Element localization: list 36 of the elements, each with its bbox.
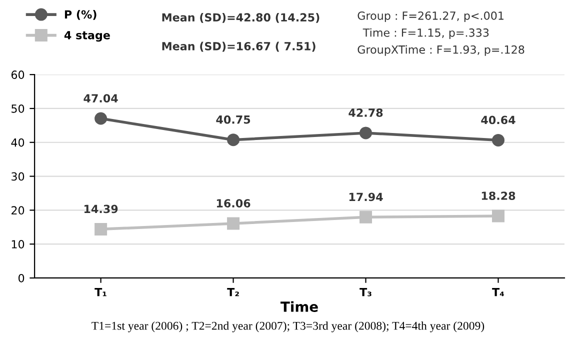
x-tick-label: T₃ <box>360 288 372 296</box>
point <box>360 126 372 140</box>
text: GroupXTime : F=1.93, p=.128 <box>358 45 524 56</box>
x-tick-label: T₄ <box>492 288 504 296</box>
point <box>94 222 108 236</box>
text: Mean (SD)=16.67 ( 7.51) <box>162 42 316 52</box>
legend-label: P (%) <box>64 10 96 20</box>
x-tick-label: T₁ <box>94 288 106 296</box>
data-label: 40.75 <box>216 115 250 124</box>
y-tick-label: 40 <box>11 138 24 147</box>
text: Time : F=1.15, p=.333 <box>362 28 489 39</box>
point <box>360 210 372 224</box>
data-label: 42.78 <box>348 108 383 117</box>
y-tick-label: 20 <box>12 206 24 215</box>
y-tick-label: 50 <box>12 104 24 113</box>
point <box>227 217 240 230</box>
data-label: 40.64 <box>481 116 516 124</box>
y-tick-label: 0 <box>18 274 24 282</box>
point <box>94 112 108 125</box>
data-label: 17.94 <box>349 192 383 202</box>
legend-label: 4 stage <box>64 31 110 42</box>
y-tick-label: 30 <box>12 172 24 181</box>
data-label: 18.28 <box>482 192 516 200</box>
point <box>492 134 504 146</box>
x-axis-title: Time <box>280 301 318 312</box>
data-label: 47.04 <box>84 94 118 102</box>
y-tick-label: 60 <box>11 70 24 79</box>
y-tick-label: 10 <box>12 240 24 248</box>
point <box>227 134 240 146</box>
point <box>492 210 504 222</box>
text: T1=1st year (2006) ; T2=2nd year (2007); T3=3rd year (2008); T4=4th year (2009) <box>92 321 484 332</box>
text: Group : F=261.27, p<.001 <box>358 11 504 22</box>
x-tick-label: T₂ <box>227 288 239 296</box>
text: Mean (SD)=42.80 (14.25) <box>162 12 320 23</box>
data-label: 16.06 <box>216 199 250 208</box>
data-label: 14.39 <box>84 204 118 214</box>
